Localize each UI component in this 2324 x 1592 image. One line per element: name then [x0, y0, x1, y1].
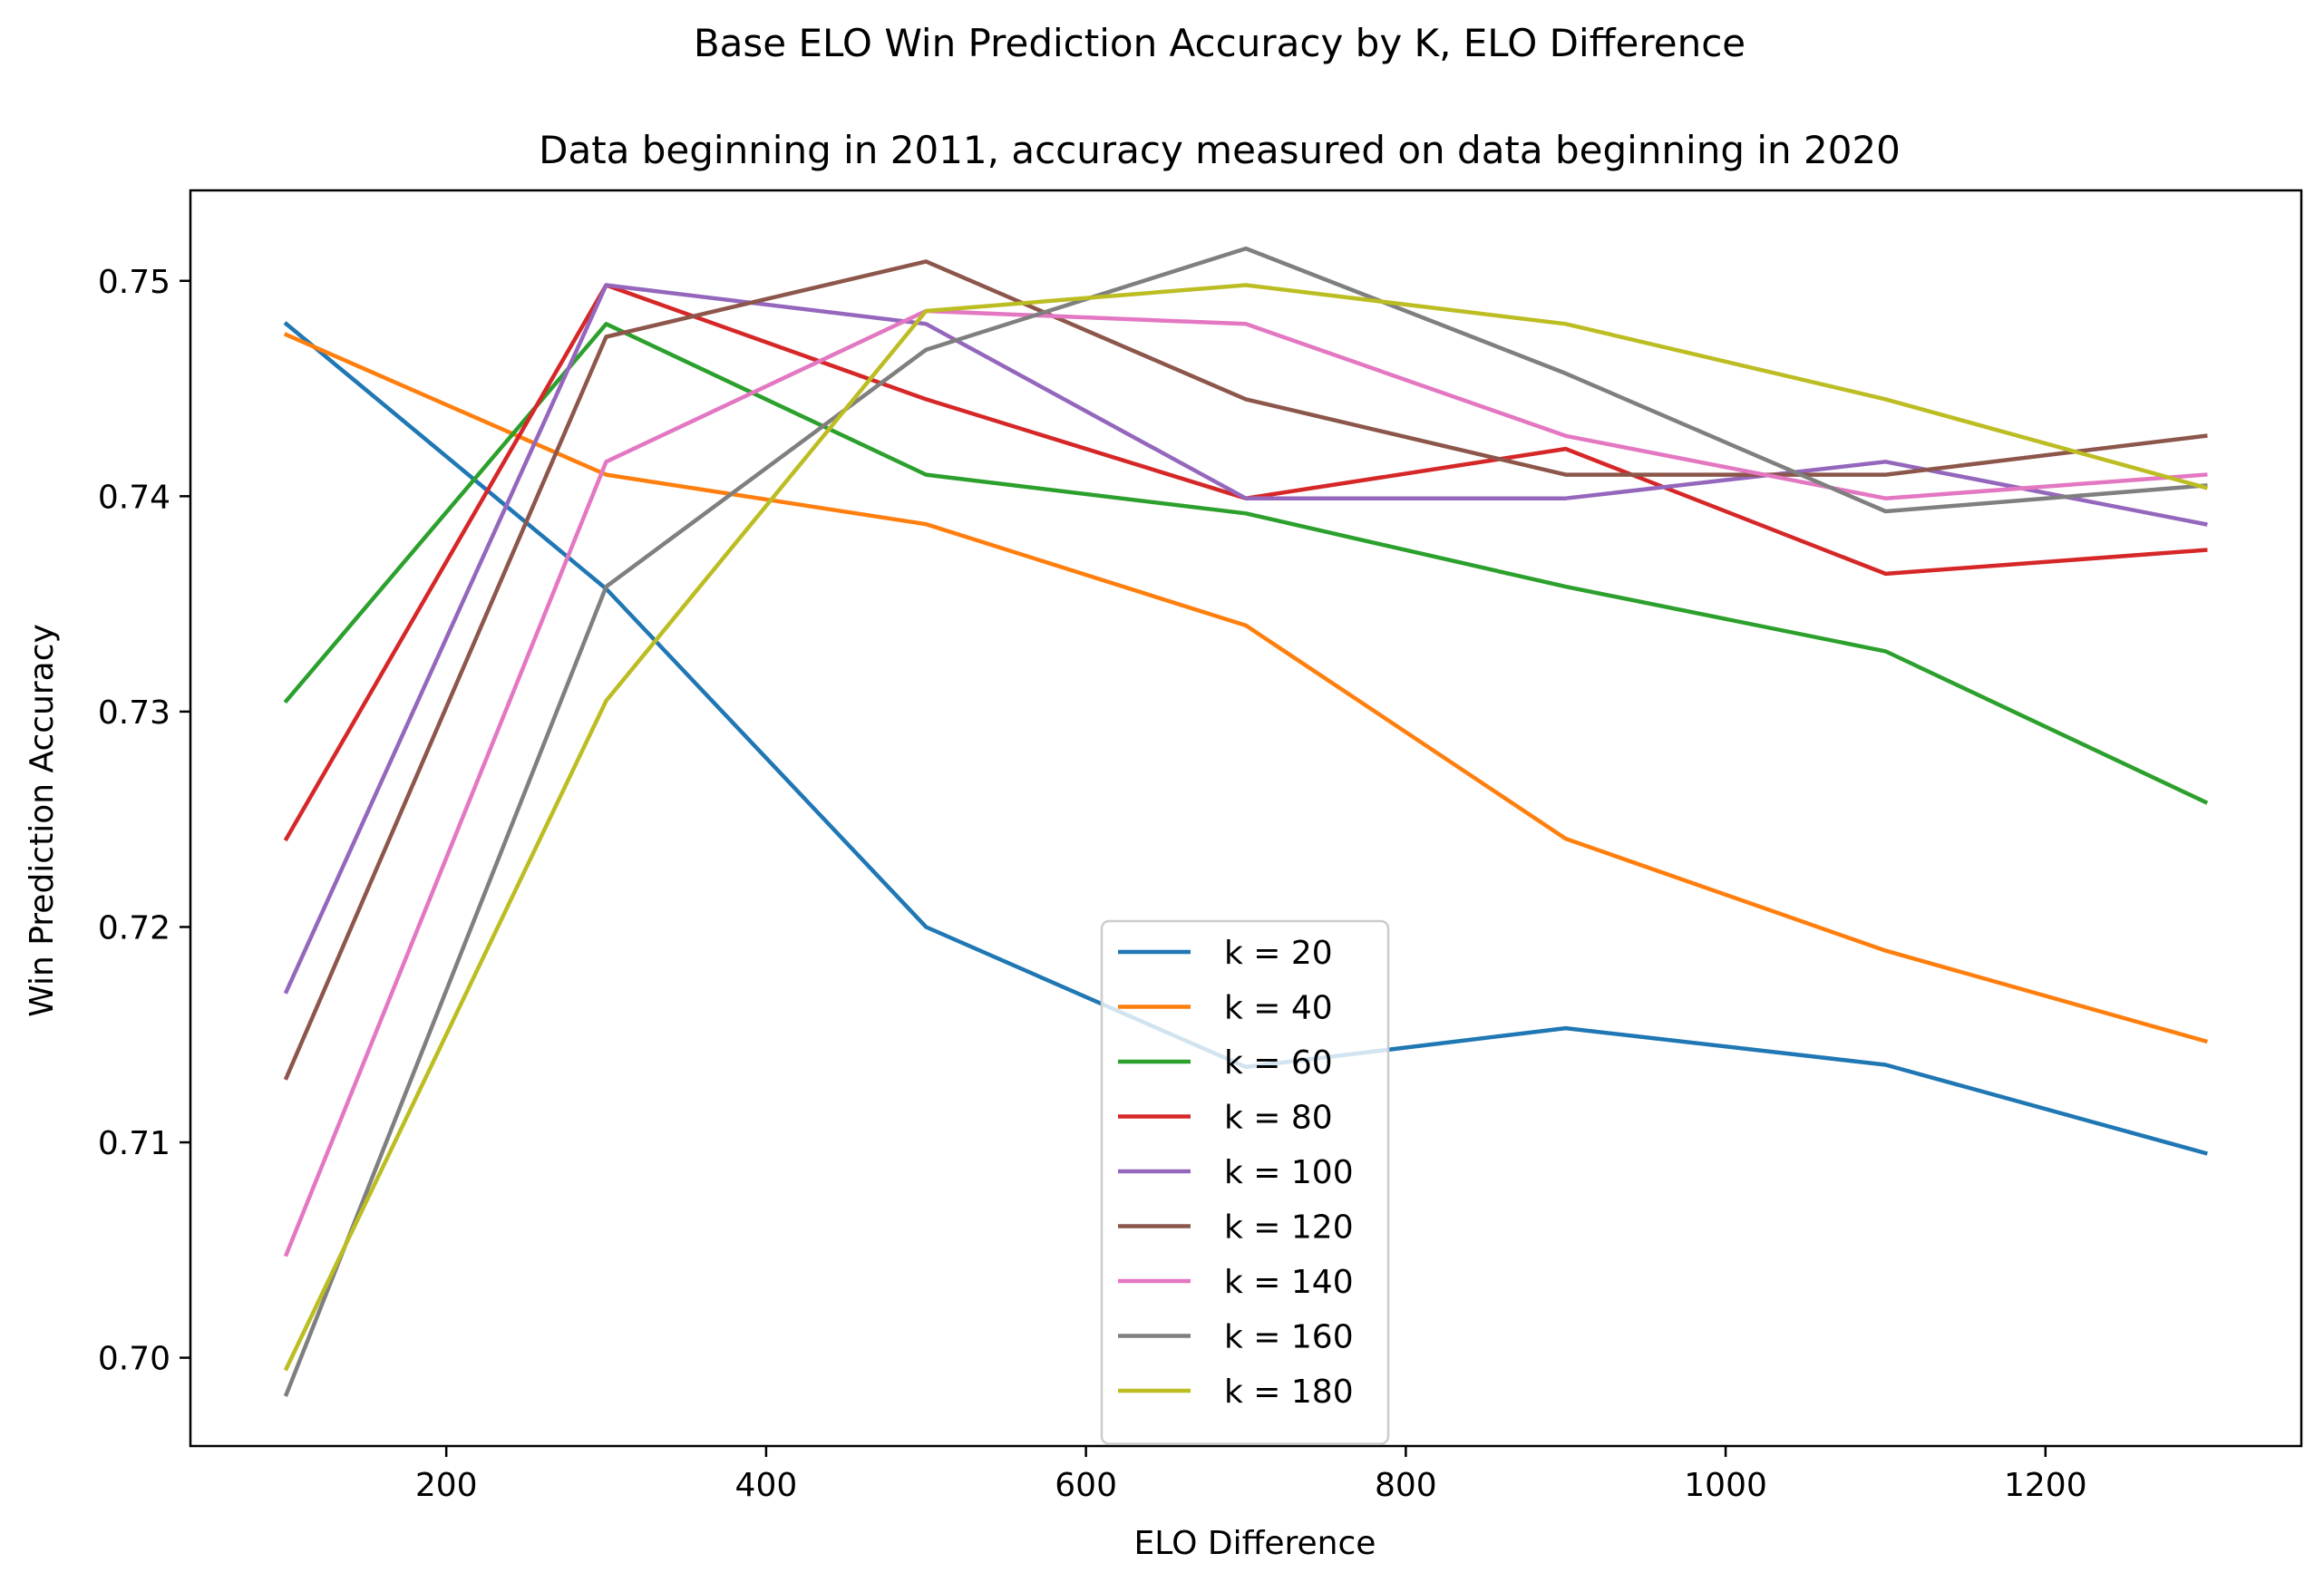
- y-tick-label: 0.72: [98, 909, 170, 946]
- y-tick-label: 0.71: [98, 1125, 170, 1162]
- series-line: [283, 332, 2208, 1044]
- legend-label: k = 60: [1224, 1044, 1333, 1082]
- y-tick-label: 0.70: [98, 1341, 170, 1378]
- series-line: [283, 308, 2208, 1257]
- chart-title: Base ELO Win Prediction Accuracy by K, E…: [694, 21, 1745, 65]
- legend-label: k = 140: [1224, 1264, 1354, 1301]
- x-tick-label: 600: [1055, 1467, 1117, 1504]
- y-axis-label: Win Prediction Accuracy: [24, 624, 61, 1017]
- series-line: [283, 322, 2209, 805]
- plot-area: 200 400 600 800 1000 1200 0.70 0.71 0.72 0.73 0.74…: [98, 189, 2303, 1504]
- legend-label: k = 80: [1224, 1100, 1333, 1137]
- x-tick-label: 400: [735, 1467, 798, 1504]
- series-line: [283, 283, 2208, 995]
- x-tick-label: 1200: [2004, 1467, 2087, 1504]
- y-tick-label: 0.75: [98, 264, 170, 301]
- x-tick-label: 1000: [1684, 1467, 1767, 1504]
- legend-label: k = 120: [1224, 1209, 1354, 1247]
- legend-label: k = 40: [1224, 990, 1333, 1027]
- x-tick-label: 200: [415, 1467, 478, 1504]
- chart-subtitle: Data beginning in 2011, accuracy measure…: [539, 128, 1901, 172]
- legend-label: k = 180: [1224, 1374, 1354, 1411]
- series-line: [283, 283, 2208, 1372]
- x-axis-label: ELO Difference: [1134, 1525, 1376, 1562]
- legend-label: k = 160: [1224, 1319, 1354, 1356]
- legend-label: k = 20: [1224, 935, 1333, 972]
- series-line: [283, 259, 2208, 1081]
- series-line: [283, 246, 2208, 1397]
- legend-label: k = 100: [1224, 1154, 1354, 1191]
- x-tick-label: 800: [1375, 1467, 1437, 1504]
- legend-box: [1100, 919, 1390, 1445]
- plot-frame: [189, 189, 2303, 1448]
- legend: k = 20 k = 40 k = 60 k = 80 k = 100 k = 120 k …: [1100, 919, 1390, 1445]
- y-tick-label: 0.74: [98, 479, 170, 516]
- y-tick-label: 0.73: [98, 694, 170, 732]
